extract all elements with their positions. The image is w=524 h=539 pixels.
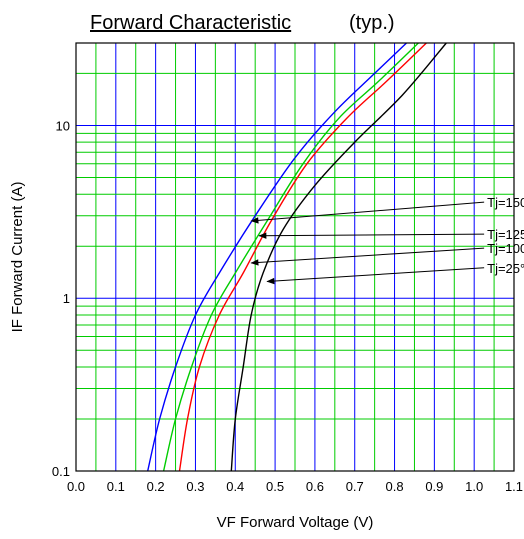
x-tick-label: 0.4 xyxy=(226,479,244,494)
annotation-label-tj150: Tj=150°C xyxy=(487,195,524,210)
series-line-tj125 xyxy=(162,42,419,472)
series-line-tj25 xyxy=(230,42,447,472)
tick-labels: 0.0 0.1 0.2 0.3 0.4 0.5 0.6 0.7 0.8 0.9 1.0 1.10.11… xyxy=(52,118,523,494)
annotation-label-tj125: Tj=125°C xyxy=(487,227,524,242)
x-tick-label: 0.8 xyxy=(386,479,404,494)
annotation-label-tj100: Tj=100°C xyxy=(487,241,524,256)
x-tick-label: 0.9 xyxy=(425,479,443,494)
series-group xyxy=(147,42,447,472)
grid xyxy=(76,43,514,471)
x-tick-label: 0.1 xyxy=(107,479,125,494)
x-axis-label: VF Forward Voltage (V) xyxy=(217,514,374,531)
annotation-label-tj25: Tj=25°C xyxy=(487,261,524,276)
y-tick-label: 0.1 xyxy=(52,464,70,479)
y-tick-label: 1 xyxy=(63,291,70,306)
x-tick-label: 0.0 xyxy=(67,479,85,494)
x-tick-label: 0.6 xyxy=(306,479,324,494)
annotation-arrow-tj125 xyxy=(258,232,485,239)
annotations: Tj=150°C Tj=125°CTj=100°C Tj=25°C xyxy=(250,195,524,285)
y-axis-label: IF Forward Current (A) xyxy=(9,182,26,333)
chart-subtitle: (typ.) xyxy=(349,12,395,34)
x-tick-label: 0.7 xyxy=(346,479,364,494)
x-tick-label: 0.3 xyxy=(186,479,204,494)
x-tick-label: 0.2 xyxy=(147,479,165,494)
x-tick-label: 0.5 xyxy=(266,479,284,494)
annotation-arrow-tj150 xyxy=(250,201,485,224)
annotation-arrow-tj100 xyxy=(250,247,485,266)
plot-frame xyxy=(75,42,515,472)
annotation-arrow-tj25 xyxy=(266,267,485,285)
x-tick-label: 1.1 xyxy=(505,479,523,494)
y-tick-label: 10 xyxy=(56,118,70,133)
x-tick-label: 1.0 xyxy=(465,479,483,494)
series-line-tj150 xyxy=(147,42,407,472)
chart-title: Forward Characteristic xyxy=(90,12,291,34)
series-line-tj100 xyxy=(178,42,427,472)
